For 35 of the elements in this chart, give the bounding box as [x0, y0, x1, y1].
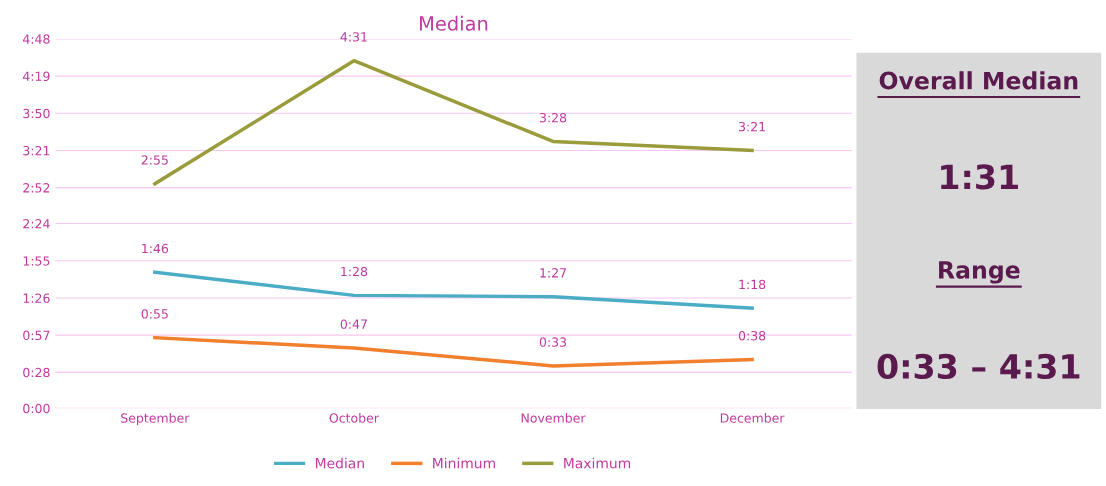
- data-label: 0:38: [738, 330, 766, 341]
- text: Overall Median: [879, 71, 1078, 90]
- y-tick-label: 1:26: [23, 293, 50, 303]
- x-tick-label: October: [329, 413, 379, 423]
- data-label: 1:46: [142, 243, 169, 254]
- data-label: 4:31: [340, 32, 367, 42]
- text: Range: [939, 261, 1020, 284]
- data-label: 0:47: [340, 319, 367, 329]
- data-label: 0:33: [539, 337, 567, 347]
- data-label: 3:21: [739, 121, 765, 132]
- x-tick-label: December: [720, 413, 785, 423]
- data-label: 0:55: [141, 309, 168, 319]
- data-label: 1:28: [341, 266, 368, 277]
- y-tick-label: 4:19: [22, 71, 50, 81]
- y-tick-label: 0:00: [23, 403, 50, 414]
- data-label: 1:18: [739, 279, 766, 290]
- legend-label: Minimum: [433, 457, 495, 469]
- y-tick-label: 0:57: [23, 330, 50, 341]
- x-tick-label: November: [521, 413, 586, 423]
- x-tick-label: September: [121, 413, 190, 426]
- legend-label: Maximum: [564, 457, 631, 469]
- data-label: 3:28: [539, 112, 567, 123]
- data-label: 2:55: [141, 155, 168, 165]
- y-tick-label: 4:48: [22, 34, 50, 44]
- y-tick-label: 0:28: [23, 367, 50, 378]
- chart-title: Median: [420, 15, 488, 31]
- data-label: 1:27: [540, 268, 566, 278]
- y-tick-label: 3:50: [23, 108, 50, 119]
- legend-label: Median: [315, 457, 364, 469]
- text: 1:31: [941, 164, 1018, 190]
- text: 0:33 – 4:31: [877, 353, 1080, 380]
- y-tick-label: 1:55: [23, 256, 50, 266]
- y-tick-label: 3:21: [23, 145, 50, 156]
- y-tick-label: 2:52: [23, 183, 50, 193]
- y-tick-label: 2:24: [23, 219, 50, 229]
